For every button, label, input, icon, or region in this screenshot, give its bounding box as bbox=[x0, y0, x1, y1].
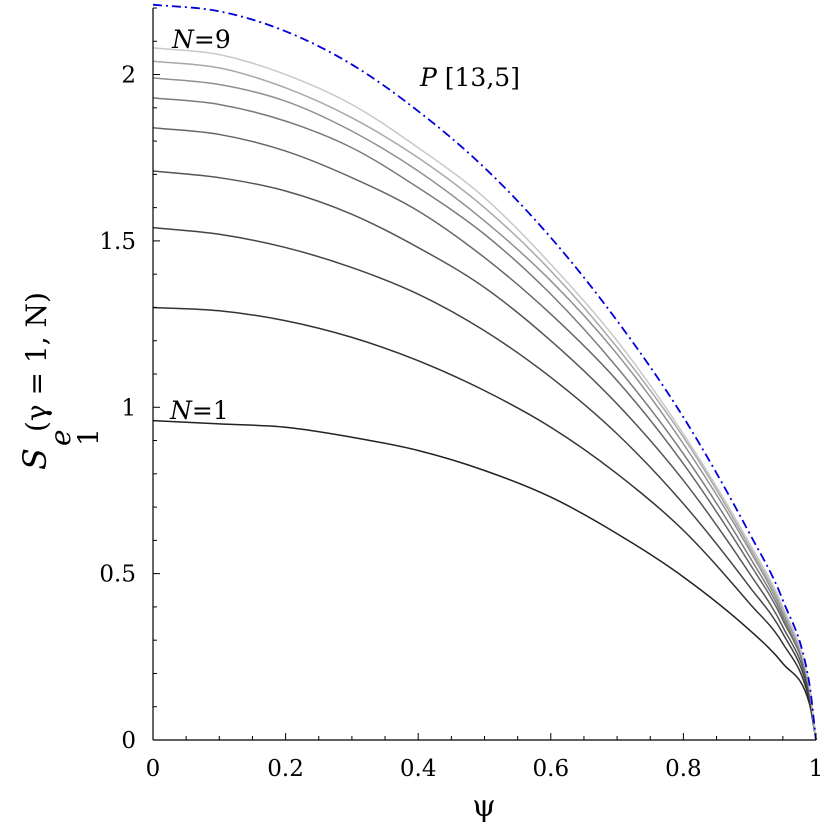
series-layer bbox=[152, 3, 817, 741]
series-line-2 bbox=[152, 306, 817, 741]
x-tick-label: 0 bbox=[146, 756, 161, 782]
series-line-1 bbox=[152, 419, 817, 741]
series-line-3 bbox=[152, 226, 817, 741]
series-line-9 bbox=[152, 47, 817, 741]
series-line-8 bbox=[152, 60, 817, 741]
annotation-n9-var: N bbox=[171, 25, 195, 54]
y-axis-title-sub2: 1 bbox=[72, 428, 105, 446]
axes-layer bbox=[152, 8, 816, 741]
series-line-4 bbox=[152, 170, 817, 741]
y-axis-title-main: S bbox=[16, 448, 54, 470]
annotation-p-var: P bbox=[419, 63, 438, 92]
annotation-p: P [13,5] bbox=[419, 63, 520, 92]
x-tick-label: 0.2 bbox=[267, 756, 304, 782]
x-tick-label: 0.4 bbox=[400, 756, 437, 782]
y-tick-label: 1.5 bbox=[99, 229, 136, 255]
x-tick-label: 0.6 bbox=[533, 756, 570, 782]
series-line-5 bbox=[152, 127, 817, 741]
annotation-n1-var: N bbox=[169, 396, 193, 425]
y-axis-title: S e 1 (γ = 1, N) bbox=[16, 292, 105, 470]
annotation-p-value: [13,5] bbox=[437, 63, 520, 92]
series-line-6 bbox=[152, 97, 817, 741]
tick-layer: 0 0.2 0.4 0.6 0.8 1 0 0.5 1 1.5 2 bbox=[99, 7, 824, 782]
y-tick-label: 0.5 bbox=[99, 562, 136, 588]
x-axis-title: ψ bbox=[472, 789, 496, 824]
x-tick-label: 0.8 bbox=[665, 756, 702, 782]
annotation-n9: N=9 bbox=[171, 25, 231, 54]
series-line-envelope bbox=[152, 3, 817, 741]
y-tick-label: 1 bbox=[121, 395, 136, 421]
y-axis-title-sub1: e bbox=[44, 429, 77, 446]
annotation-n1-value: =1 bbox=[192, 396, 229, 425]
y-tick-label: 0 bbox=[121, 728, 136, 754]
x-tick-label: 1 bbox=[809, 756, 824, 782]
y-axis-title-args: (γ = 1, N) bbox=[20, 292, 53, 432]
y-tick-label: 2 bbox=[121, 63, 136, 89]
series-line-7 bbox=[152, 77, 817, 741]
annotation-n9-value: =9 bbox=[194, 25, 231, 54]
annotation-n1: N=1 bbox=[169, 396, 229, 425]
